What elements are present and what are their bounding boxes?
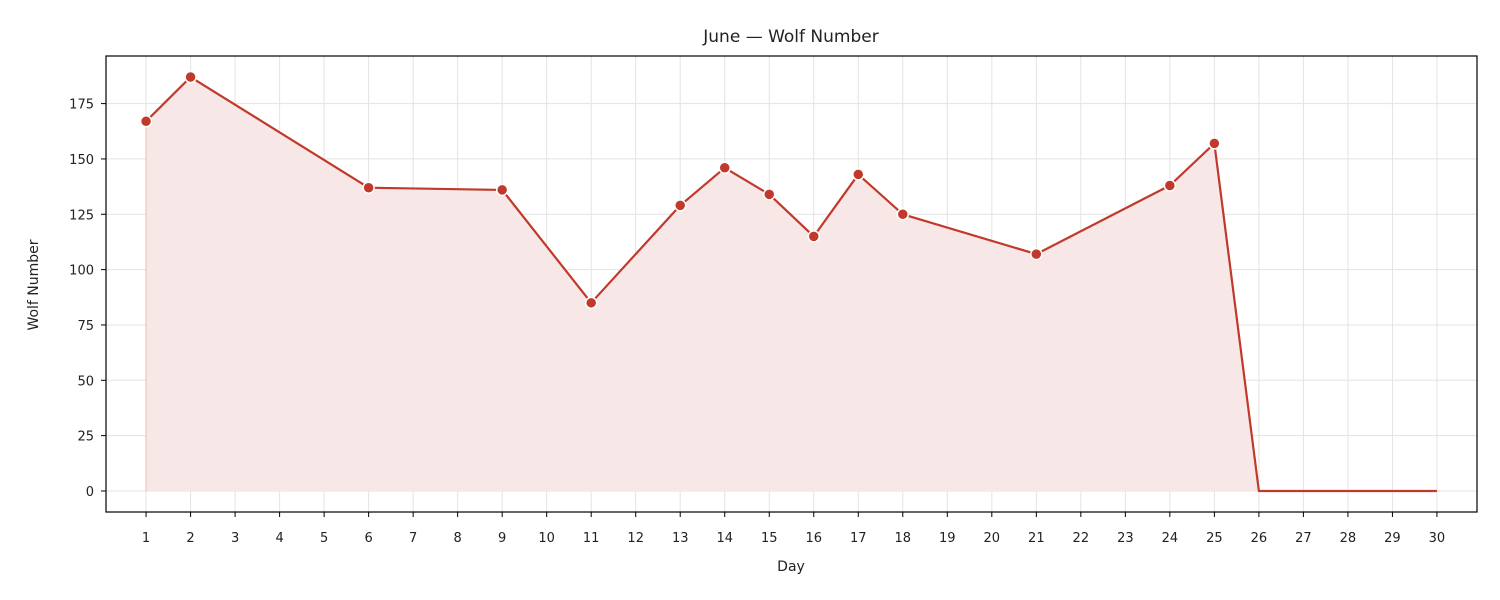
point-day-15	[762, 188, 776, 201]
markers	[139, 70, 1221, 310]
point-day-9	[495, 183, 509, 197]
y-tick-label-0: 0	[86, 485, 94, 500]
point-day-21	[1030, 247, 1043, 261]
x-tick-label-26: 26	[1251, 531, 1268, 546]
x-tick-label-13: 13	[672, 531, 689, 546]
y-axis: 0 25 50 75 100 125 150 175	[69, 98, 106, 500]
x-tick-label-6: 6	[364, 531, 372, 546]
x-tick-label-9: 9	[498, 531, 506, 546]
x-tick-label-19: 19	[939, 531, 956, 546]
x-tick-label-12: 12	[627, 531, 644, 546]
x-tick-label-4: 4	[275, 531, 283, 546]
point-day-2	[184, 70, 197, 84]
x-tick-label-17: 17	[850, 531, 867, 546]
x-axis-label: Day	[777, 559, 805, 575]
y-tick-label-25: 25	[77, 430, 94, 445]
x-tick-label-8: 8	[454, 531, 462, 546]
series-area-0	[146, 77, 1437, 491]
point-day-1	[139, 115, 153, 128]
x-tick-label-14: 14	[716, 531, 733, 546]
x-tick-label-1: 1	[142, 531, 150, 546]
x-tick-label-15: 15	[761, 531, 778, 546]
x-tick-label-23: 23	[1117, 531, 1134, 546]
x-tick-label-3: 3	[231, 531, 239, 546]
point-day-14	[718, 161, 731, 175]
x-tick-label-30: 30	[1429, 531, 1446, 546]
x-tick-label-29: 29	[1384, 531, 1401, 546]
area-fill	[145, 77, 1437, 491]
x-tick-label-18: 18	[895, 531, 912, 546]
point-day-13	[673, 199, 687, 212]
y-tick-label-100: 100	[69, 264, 94, 279]
point-day-18	[896, 208, 910, 221]
chart-title: June — Wolf Number	[702, 27, 878, 47]
y-tick-label-125: 125	[69, 208, 94, 223]
x-tick-label-27: 27	[1295, 531, 1312, 546]
x-tick-label-11: 11	[583, 531, 600, 546]
y-tick-label-75: 75	[77, 319, 94, 334]
x-tick-label-5: 5	[320, 531, 328, 546]
point-day-6	[362, 181, 375, 194]
x-axis: 1 2 3 4 5 6 7 8 9 10 11 12 13 14 15 16 17 18 19 20 21 22 23 24 2…	[142, 512, 1445, 546]
y-tick-label-175: 175	[69, 98, 94, 113]
x-tick-label-20: 20	[984, 531, 1001, 546]
x-tick-label-28: 28	[1340, 531, 1357, 546]
x-tick-label-22: 22	[1073, 531, 1090, 546]
x-tick-label-2: 2	[186, 531, 194, 546]
x-tick-label-7: 7	[409, 531, 417, 546]
point-day-11	[584, 296, 598, 310]
point-day-17	[852, 168, 865, 181]
point-day-25	[1208, 137, 1221, 150]
y-tick-label-150: 150	[69, 153, 94, 168]
x-tick-label-16: 16	[805, 531, 822, 546]
x-tick-label-24: 24	[1162, 531, 1179, 546]
point-day-16	[807, 230, 821, 243]
x-tick-label-21: 21	[1028, 531, 1045, 546]
point-day-24	[1163, 179, 1177, 192]
y-axis-label: Wolf Number	[26, 239, 42, 330]
y-tick-label-50: 50	[77, 374, 94, 389]
x-tick-label-25: 25	[1206, 531, 1223, 546]
plot-frame	[105, 55, 1478, 513]
x-tick-label-10: 10	[538, 531, 555, 546]
